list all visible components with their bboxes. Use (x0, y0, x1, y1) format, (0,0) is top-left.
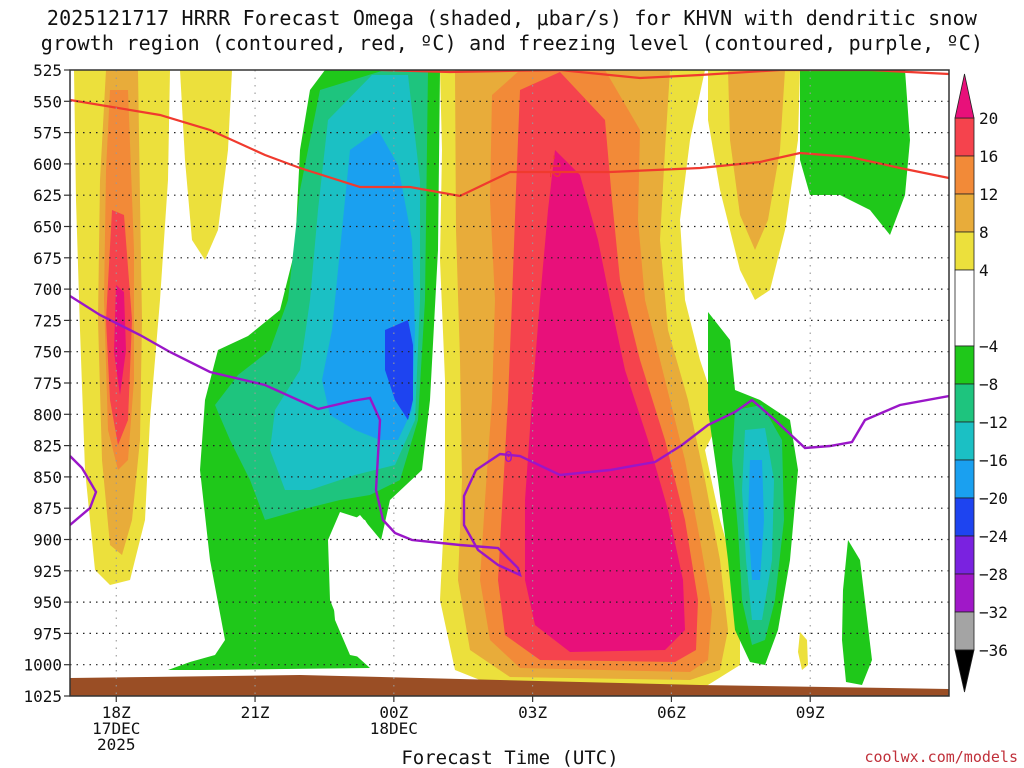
y-tick-label: 750 (33, 343, 62, 362)
colorbar-label: −36 (979, 641, 1008, 660)
colorbar-band (954, 535, 975, 575)
x-tick-label: 21Z (241, 703, 270, 722)
y-tick-label: 825 (33, 437, 62, 456)
y-tick-label: 975 (33, 624, 62, 643)
y-tick-label: 575 (33, 124, 62, 143)
omega-shading: -12 0 (70, 70, 949, 696)
colorbar-label: −8 (979, 375, 998, 394)
freezing-level-contour-loop (70, 455, 98, 526)
y-axis: 525 550 575 600 625 650 675 700 725 750 775 800 825 8… (23, 61, 70, 706)
omega-region-yellow (798, 632, 808, 670)
omega-region-light-orange (728, 70, 785, 250)
y-tick-label: 1000 (23, 656, 62, 675)
chart-title-line-1: 2025121717 HRRR Forecast Omega (shaded, … (46, 6, 978, 30)
colorbar-label: −4 (979, 337, 998, 356)
colorbar-band (954, 611, 975, 651)
colorbar-band (954, 421, 975, 461)
colorbar-label: 16 (979, 147, 998, 166)
y-tick-label: 700 (33, 280, 62, 299)
y-tick-label: 925 (33, 562, 62, 581)
y-tick-label: 950 (33, 593, 62, 612)
colorbar-label: −12 (979, 413, 1008, 432)
omega-region-white (330, 515, 400, 660)
y-tick-label: 725 (33, 311, 62, 330)
y-tick-label: 650 (33, 218, 62, 237)
colorbar-label: −28 (979, 565, 1008, 584)
omega-region-yellow (180, 70, 232, 260)
omega-region-blue (748, 460, 764, 580)
omega-region-dark-blue (385, 320, 413, 420)
x-tick-label: 06Z (657, 703, 686, 722)
y-tick-label: 875 (33, 499, 62, 518)
colorbar: 20 16 12 8 4 −4 −8 −12 −16 −20 −24 −28 −32 −36 (954, 73, 1008, 693)
colorbar-band (954, 231, 975, 271)
colorbar-band (954, 269, 975, 347)
x-tick-label: 2025 (97, 735, 136, 754)
x-axis-title: Forecast Time (UTC) (401, 747, 618, 768)
y-tick-label: 1025 (23, 687, 62, 706)
y-tick-label: 800 (33, 405, 62, 424)
y-tick-label: 550 (33, 92, 62, 111)
y-tick-label: 775 (33, 374, 62, 393)
freezing-level-contour (70, 294, 949, 578)
y-tick-label: 675 (33, 249, 62, 268)
dgz-contour-upper (379, 70, 949, 80)
omega-region-magenta (525, 150, 685, 652)
colorbar-band (954, 345, 975, 385)
colorbar-band (954, 117, 975, 157)
credit-text: coolwx.com/models (864, 748, 1018, 766)
y-tick-label: 525 (33, 61, 62, 80)
y-tick-label: 900 (33, 531, 62, 550)
chart-title-line-2: growth region (contoured, red, ºC) and f… (40, 31, 984, 55)
colorbar-band (954, 573, 975, 613)
colorbar-under-arrow (954, 649, 975, 693)
colorbar-label: 20 (979, 109, 998, 128)
colorbar-label: −32 (979, 603, 1008, 622)
colorbar-band (954, 459, 975, 499)
colorbar-label: −16 (979, 451, 1008, 470)
x-tick-label: 03Z (518, 703, 547, 722)
dgz-contour-lower (70, 98, 949, 198)
colorbar-band (954, 155, 975, 195)
colorbar-label: 4 (979, 261, 989, 280)
y-tick-label: 625 (33, 186, 62, 205)
colorbar-label: −20 (979, 489, 1008, 508)
y-tick-label: 600 (33, 155, 62, 174)
x-tick-label: 18Z (102, 703, 131, 722)
x-tick-label: 00Z (379, 703, 408, 722)
colorbar-band (954, 193, 975, 233)
x-tick-label: 18DEC (370, 719, 418, 738)
colorbar-label: 8 (979, 223, 989, 242)
ground-surface (70, 675, 949, 696)
dgz-contour-label: -12 (546, 153, 562, 178)
colorbar-over-arrow (954, 73, 975, 119)
y-tick-label: 850 (33, 468, 62, 487)
omega-region-magenta (114, 285, 126, 395)
freezing-level-label: 0 (504, 448, 513, 466)
colorbar-label: −24 (979, 527, 1008, 546)
colorbar-band (954, 497, 975, 537)
omega-region-green (800, 70, 910, 235)
x-tick-label: 09Z (796, 703, 825, 722)
x-tick-label: 17DEC (92, 719, 140, 738)
omega-region-green (842, 540, 872, 685)
colorbar-band (954, 383, 975, 423)
colorbar-label: 12 (979, 185, 998, 204)
